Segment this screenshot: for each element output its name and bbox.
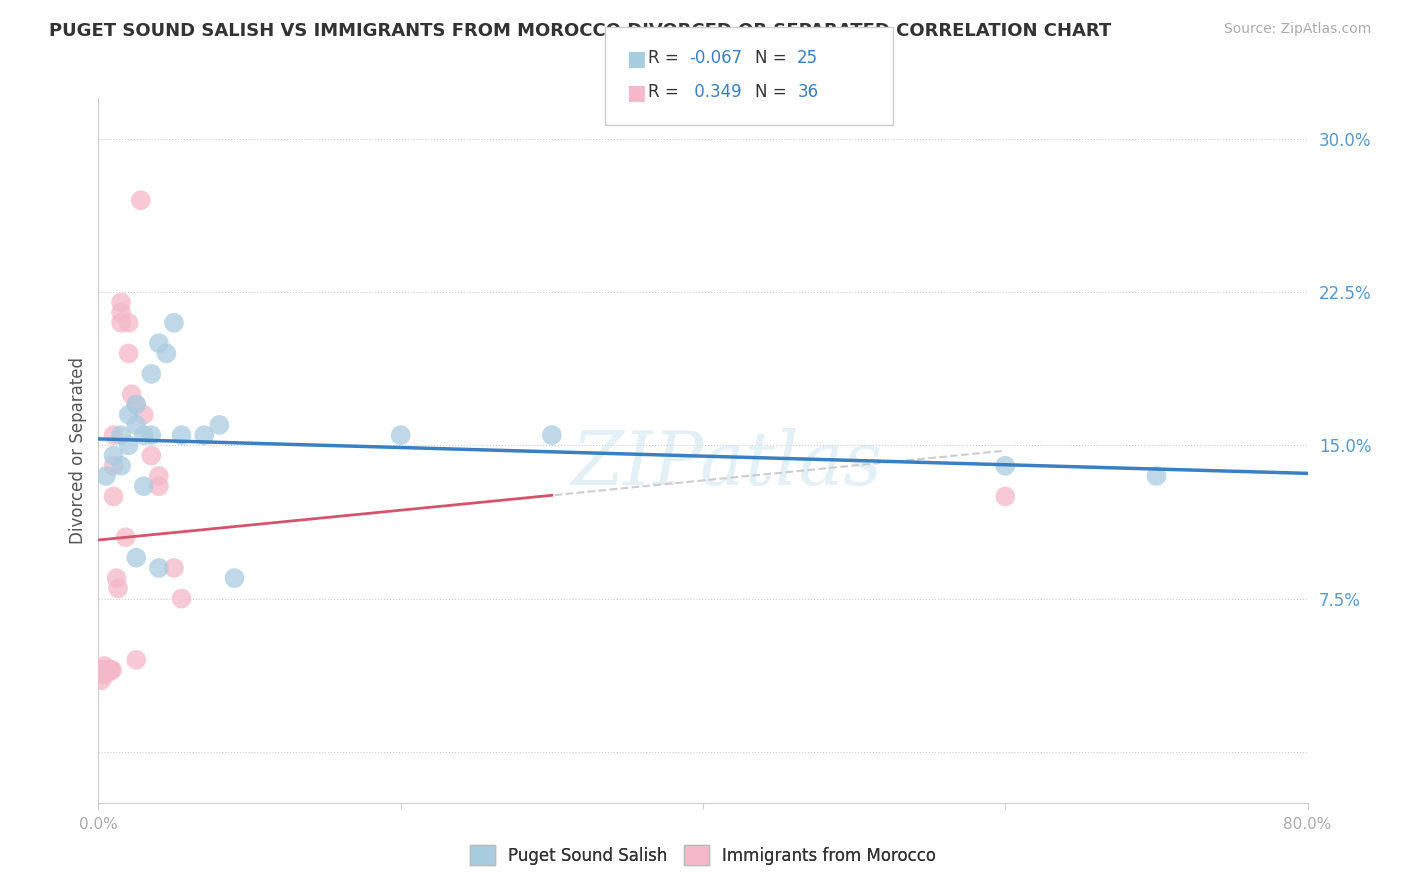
Point [125, 550, 148, 565]
Text: ■: ■ [626, 49, 645, 69]
Point [96, 663, 118, 677]
Point [389, 428, 412, 442]
Text: R =: R = [648, 49, 685, 67]
Point [148, 469, 170, 483]
Point [1144, 469, 1167, 483]
Point [125, 653, 148, 667]
Point [141, 367, 163, 381]
Point [193, 428, 215, 442]
Point [170, 591, 193, 606]
Text: R =: R = [648, 83, 685, 101]
Point [103, 458, 125, 473]
Point [118, 316, 141, 330]
Point [91, 663, 114, 677]
Point [98, 663, 121, 677]
Text: ZIPatlas: ZIPatlas [572, 428, 883, 500]
Point [994, 490, 1017, 504]
Point [94, 663, 117, 677]
Point [110, 316, 132, 330]
Point [103, 490, 125, 504]
Text: 0.349: 0.349 [689, 83, 741, 101]
Point [96, 663, 118, 677]
Point [110, 428, 132, 442]
Point [163, 561, 186, 575]
Point [148, 336, 170, 351]
Point [103, 428, 125, 442]
Point [148, 479, 170, 493]
Point [540, 428, 562, 442]
Point [101, 663, 124, 677]
Point [170, 428, 193, 442]
Point [103, 449, 125, 463]
Text: 36: 36 [797, 83, 818, 101]
Point [129, 193, 152, 207]
Point [100, 663, 122, 677]
Point [125, 397, 148, 411]
Point [94, 667, 117, 681]
Point [125, 397, 148, 411]
Point [93, 659, 115, 673]
Point [163, 316, 186, 330]
Text: Source: ZipAtlas.com: Source: ZipAtlas.com [1223, 22, 1371, 37]
Text: PUGET SOUND SALISH VS IMMIGRANTS FROM MOROCCO DIVORCED OR SEPARATED CORRELATION : PUGET SOUND SALISH VS IMMIGRANTS FROM MO… [49, 22, 1112, 40]
Text: N =: N = [755, 83, 792, 101]
Point [155, 346, 177, 360]
Point [118, 346, 141, 360]
Point [125, 417, 148, 432]
Point [90, 663, 112, 677]
Point [118, 408, 141, 422]
Point [132, 479, 155, 493]
Point [224, 571, 246, 585]
Point [110, 295, 132, 310]
Text: 25: 25 [797, 49, 818, 67]
Text: N =: N = [755, 49, 792, 67]
Point [100, 663, 122, 677]
Y-axis label: Divorced or Separated: Divorced or Separated [69, 357, 87, 544]
Point [114, 530, 136, 544]
Point [141, 428, 163, 442]
Point [110, 458, 132, 473]
Point [118, 438, 141, 452]
Point [132, 408, 155, 422]
Point [121, 387, 143, 401]
Point [105, 571, 128, 585]
Point [90, 673, 112, 688]
Point [208, 417, 231, 432]
Point [110, 305, 132, 319]
Text: ■: ■ [626, 83, 645, 103]
Point [132, 428, 155, 442]
Point [148, 561, 170, 575]
Point [994, 458, 1017, 473]
Point [94, 469, 117, 483]
Point [94, 663, 117, 677]
Text: -0.067: -0.067 [689, 49, 742, 67]
Point [141, 449, 163, 463]
Point [107, 582, 129, 596]
Legend: Puget Sound Salish, Immigrants from Morocco: Puget Sound Salish, Immigrants from Moro… [463, 838, 943, 872]
Point [91, 667, 114, 681]
